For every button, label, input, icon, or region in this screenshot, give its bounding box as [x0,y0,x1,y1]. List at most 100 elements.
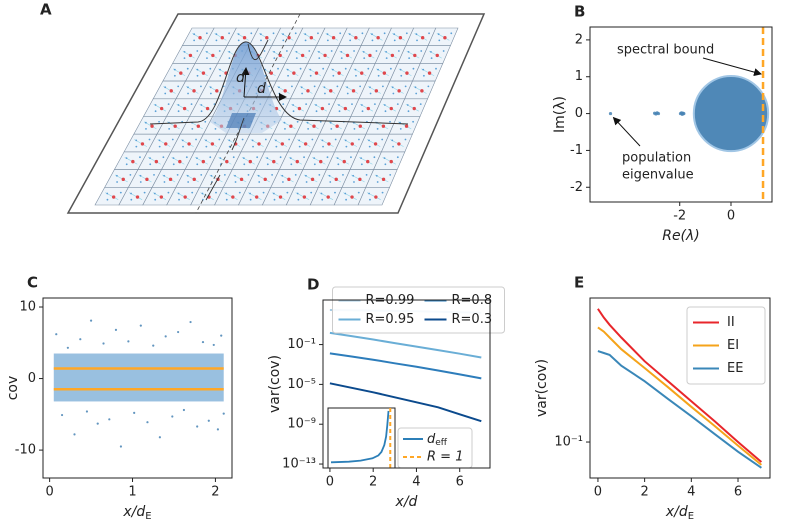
y-tick-label: -2 [570,180,583,195]
neuron-e [354,68,357,71]
neuron-e [311,138,314,141]
neuron-i [210,142,215,146]
x-tick-label: 4 [412,475,420,490]
axis-label: x/dE [665,504,694,522]
neuron-i [351,89,356,93]
panel-label: E [574,274,584,292]
point [682,111,686,116]
neuron-i [215,89,219,93]
neuron-e [196,163,199,166]
neuron-i [335,124,339,128]
point [73,433,76,436]
neuron-e [357,191,360,194]
neuron-i [295,159,299,164]
neuron-e [359,85,362,88]
neuron-e [187,86,189,89]
neuron-e [322,67,325,70]
neuron-e [338,110,341,113]
kernel-bump [210,41,282,133]
neuron-e [326,33,329,36]
neuron-e [144,121,147,124]
panel-label: D [307,276,319,294]
neuron-e [177,85,180,88]
point [119,445,123,448]
neuron-i [312,124,316,128]
neuron-e [334,138,337,141]
neuron-e [365,174,368,176]
neuron-e [397,50,400,52]
neuron-i [413,53,417,58]
neuron-e [308,50,311,52]
neuron-e [148,138,151,141]
neuron-e [249,192,251,195]
neuron-e [273,198,276,201]
neuron-i [196,124,201,128]
neuron-e [391,86,394,89]
neuron-i [350,195,354,199]
neuron-e [420,50,423,52]
eigenvalue-bulk [692,75,770,153]
series-line [329,352,482,380]
panel-label: B [574,3,585,21]
neuron-e [163,174,166,177]
neuron-e [196,157,198,159]
neuron-i [327,142,331,146]
point [66,346,69,349]
neuron-e [336,157,339,159]
neuron-e [215,191,217,194]
neuron-e [250,32,253,35]
neuron-e [438,39,441,42]
neuron-e [371,33,373,36]
neuron-e [351,103,353,106]
neuron-e [376,127,379,130]
neuron-e [182,145,184,148]
neuron-e [260,39,262,42]
neuron-i [374,195,378,199]
neuron-i [343,106,348,111]
neuron-i [121,177,125,182]
neuron-i [373,142,378,146]
point [216,428,220,431]
neuron-e [294,174,297,176]
neuron-e [345,198,347,201]
neuron-e [384,163,387,166]
neuron-e [154,198,157,201]
neuron-e [275,145,278,148]
neuron-i [368,53,372,58]
point [139,324,142,327]
neuron-e [268,85,271,88]
series-line [597,308,763,463]
neuron-e [292,110,295,113]
neuron-e [353,127,356,130]
neuron-e [291,85,293,88]
neuron-e [200,110,203,113]
neuron-e [360,104,363,106]
neuron-i [358,177,362,182]
neuron-e [419,103,422,106]
neuron-e [116,174,118,177]
point [608,111,613,116]
neuron-i [389,106,393,111]
point [212,343,215,347]
neuron-e [266,163,269,166]
neuron-e [176,174,179,176]
neuron-e [377,74,380,77]
neuron-e [201,192,204,195]
neuron-e [328,103,330,106]
neuron-e [299,67,302,70]
neuron-e [353,181,355,183]
neuron-e [292,104,295,106]
neuron-i [131,159,135,164]
series-line [597,350,762,469]
neuron-e [266,157,269,159]
neuron-e [407,50,410,53]
point [177,330,180,334]
legend-box [332,286,505,334]
neuron-e [209,156,212,159]
neuron-e [204,120,207,123]
neuron-i [382,71,387,75]
neuron-i [358,124,362,128]
y-tick-label: 0 [575,106,583,121]
neuron-e [295,57,298,59]
neuron-e [377,68,379,71]
